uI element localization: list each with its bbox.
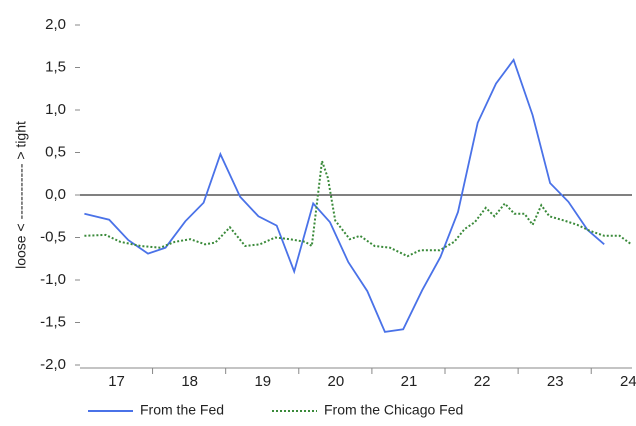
x-tick-label: 17 <box>108 373 125 390</box>
y-tick-label: 0,0 <box>45 186 66 203</box>
y-tick-label: -2,0 <box>40 356 66 373</box>
legend-label: From the Chicago Fed <box>324 402 463 418</box>
y-axis-label: loose < ------------ > tight <box>13 121 29 269</box>
y-tick-label: 0,5 <box>45 143 66 160</box>
x-tick-label: 18 <box>181 373 198 390</box>
series-line <box>84 160 632 258</box>
y-tick-label: 2,0 <box>45 16 66 33</box>
series-line <box>84 57 605 333</box>
x-tick-label: 22 <box>474 373 491 390</box>
x-tick-label: 20 <box>328 373 345 390</box>
x-tick-label: 21 <box>401 373 418 390</box>
x-tick-label: 23 <box>547 373 564 390</box>
y-tick-label: -0,5 <box>40 228 66 245</box>
y-tick-label: -1,5 <box>40 313 66 330</box>
legend-label: From the Fed <box>140 402 224 418</box>
x-tick-label: 24 <box>620 373 636 390</box>
y-tick-label: 1,0 <box>45 101 66 118</box>
x-tick-label: 19 <box>254 373 271 390</box>
y-tick-label: -1,0 <box>40 271 66 288</box>
y-tick-label: 1,5 <box>45 58 66 75</box>
